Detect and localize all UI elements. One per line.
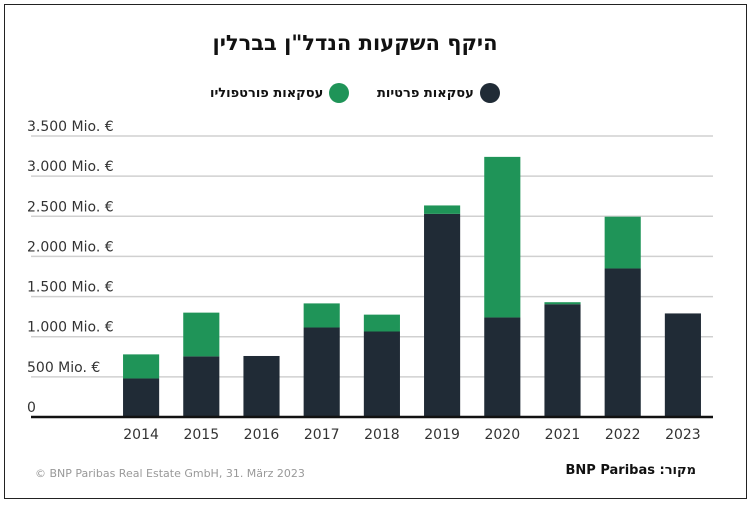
y-tick-label: 3.500 Mio. € (27, 119, 114, 135)
x-tick-label: 2022 (605, 427, 641, 443)
x-tick-label: 2017 (304, 427, 340, 443)
bar-private-2016 (243, 355, 280, 417)
legend-swatch-portfolio (329, 83, 350, 103)
chart-frame: היקף השקעות הנדל"ן בברלין עסקאות פרטיות … (4, 4, 747, 499)
y-tick-label: 500 Mio. € (27, 360, 100, 376)
bar-portfolio-2022 (604, 216, 641, 269)
bar-portfolio-2018 (363, 314, 400, 332)
y-tick-label: 3.000 Mio. € (27, 159, 114, 175)
bar-chart: 0 500 Mio. € 1.000 Mio. € 1.500 Mio. € 2.000… (27, 119, 713, 443)
source-text: מקור: BNP Paribas (565, 463, 696, 478)
bar-private-2020 (484, 317, 521, 417)
x-tick-label: 2016 (244, 427, 280, 443)
y-tick-label: 1.500 Mio. € (27, 280, 114, 296)
bar-private-2023 (664, 313, 701, 417)
x-tick-label: 2018 (364, 427, 400, 443)
x-tick-label: 2021 (545, 427, 581, 443)
bar-portfolio-2019 (424, 205, 461, 214)
bar-private-2014 (123, 378, 160, 417)
bar-private-2021 (544, 304, 581, 417)
y-tick-label: 2.500 Mio. € (27, 199, 114, 215)
x-tick-label: 2015 (183, 427, 219, 443)
bar-private-2019 (424, 213, 461, 417)
copyright-text: © BNP Paribas Real Estate GmbH, 31. März… (35, 467, 305, 480)
legend-item-portfolio: עסקאות פורטפוליו (210, 83, 350, 103)
y-tick-label: 2.000 Mio. € (27, 239, 114, 255)
legend-label-portfolio: עסקאות פורטפוליו (210, 85, 324, 101)
x-tick-label: 2023 (665, 427, 701, 443)
bar-portfolio-2020 (484, 156, 521, 318)
legend-label-private: עסקאות פרטיות (377, 85, 474, 101)
y-tick-label: 0 (27, 400, 36, 416)
bar-portfolio-2015 (183, 312, 220, 357)
bar-private-2015 (183, 356, 220, 417)
bar-private-2022 (604, 268, 641, 417)
bar-private-2018 (363, 331, 400, 417)
x-tick-label: 2020 (484, 427, 520, 443)
y-tick-label: 1.000 Mio. € (27, 320, 114, 336)
legend-item-private: עסקאות פרטיות (377, 83, 500, 103)
bar-private-2017 (303, 327, 340, 417)
bar-portfolio-2017 (303, 303, 340, 328)
chart-title: היקף השקעות הנדל"ן בברלין (212, 31, 498, 55)
bar-portfolio-2021 (544, 302, 581, 305)
bar-portfolio-2014 (123, 354, 160, 379)
legend-swatch-private (479, 83, 500, 103)
x-tick-label: 2019 (424, 427, 460, 443)
x-tick-label: 2014 (123, 427, 159, 443)
